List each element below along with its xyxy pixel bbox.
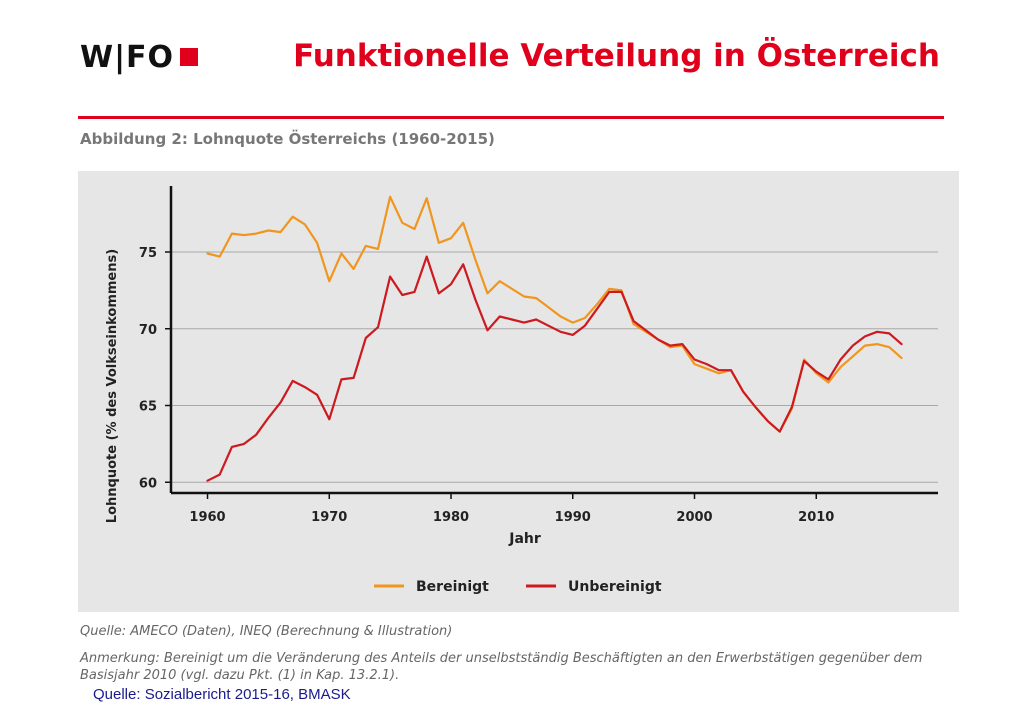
title-divider: [78, 116, 944, 119]
ytick-label-75: 75: [139, 246, 157, 261]
legend-label-bereinigt: Bereinigt: [416, 579, 489, 595]
slide-title: Funktionelle Verteilung in Österreich: [293, 38, 940, 74]
chart-panel: 60 65 70 75 1960 1970 1980 1990 2000 2010 Lohnquo…: [78, 171, 959, 612]
x-axis-label: Jahr: [508, 531, 541, 547]
series-line-bereinigt: [206, 195, 903, 433]
y-axis-label: Lohnquote (% des Volkseinkommens): [105, 249, 120, 523]
lohnquote-chart: 60 65 70 75 1960 1970 1980 1990 2000 2010 Lohnquo…: [105, 186, 938, 595]
figure-remark: Anmerkung: Bereinigt um die Veränderung …: [80, 651, 923, 683]
series-lines: [206, 195, 903, 482]
footer-source: Quelle: Sozialbericht 2015-16, BMASK: [91, 686, 353, 703]
ytick-label-60: 60: [139, 476, 157, 491]
legend-label-unbereinigt: Unbereinigt: [568, 579, 662, 595]
xtick-label-2000: 2000: [676, 510, 712, 525]
logo-square-icon: [180, 48, 199, 66]
xtick-label-1980: 1980: [433, 510, 469, 525]
legend: Bereinigt Unbereinigt: [374, 579, 662, 595]
ytick-label-70: 70: [139, 323, 157, 338]
ytick-label-65: 65: [139, 400, 157, 415]
xtick-label-2010: 2010: [798, 510, 834, 525]
figure-caption: Abbildung 2: Lohnquote Österreichs (1960…: [80, 130, 495, 148]
tick-labels: 60 65 70 75 1960 1970 1980 1990 2000 2010: [139, 246, 834, 525]
axes: [169, 186, 938, 495]
xtick-label-1970: 1970: [311, 510, 347, 525]
logo-wordmark: W|FO: [80, 39, 175, 75]
xtick-label-1990: 1990: [555, 510, 591, 525]
grid-lines: [171, 251, 938, 483]
figure-source-note: Quelle: AMECO (Daten), INEQ (Berechnung …: [80, 624, 453, 639]
series-line-unbereinigt: [206, 255, 903, 482]
wifo-logo: W|FO: [80, 39, 199, 75]
xtick-label-1960: 1960: [189, 510, 225, 525]
